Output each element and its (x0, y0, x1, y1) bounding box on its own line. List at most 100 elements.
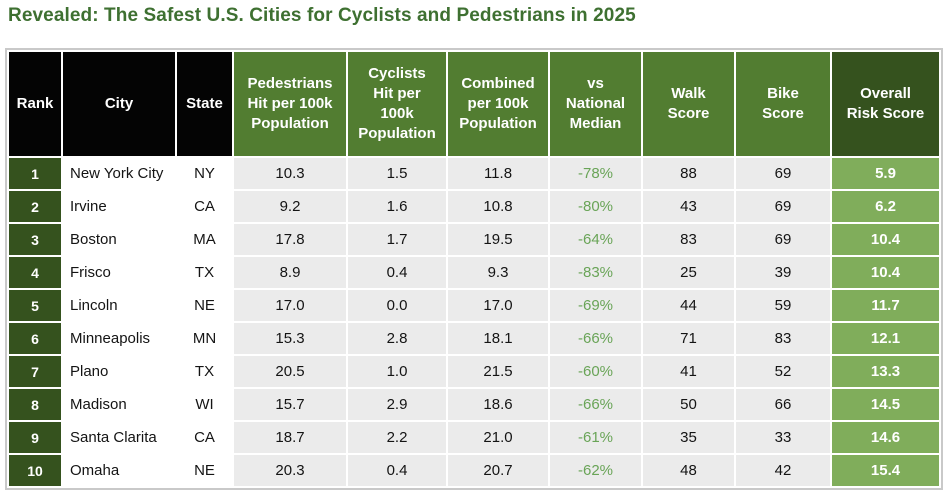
table-row: 10 Omaha NE 20.3 0.4 20.7 -62% 48 42 15.4 (9, 455, 939, 486)
cell-rank: 4 (9, 257, 61, 288)
cell-city: Plano (63, 356, 175, 387)
table-row: 6 Minneapolis MN 15.3 2.8 18.1 -66% 71 83 12.1 (9, 323, 939, 354)
cell-bike-score: 83 (736, 323, 830, 354)
cell-city: Madison (63, 389, 175, 420)
cell-walk-score: 43 (643, 191, 734, 222)
column-header-pedestrians-hit-per-100k: Pedestrians Hit per 100k Population (234, 52, 346, 156)
cell-combined-per-100k: 21.0 (448, 422, 548, 453)
table-row: 1 New York City NY 10.3 1.5 11.8 -78% 88 69 5.9 (9, 158, 939, 189)
cell-cyclists-hit-per-100k: 2.9 (348, 389, 446, 420)
cell-combined-per-100k: 17.0 (448, 290, 548, 321)
cell-combined-per-100k: 11.8 (448, 158, 548, 189)
cell-vs-national-median: -78% (550, 158, 641, 189)
cell-cyclists-hit-per-100k: 1.5 (348, 158, 446, 189)
cell-bike-score: 33 (736, 422, 830, 453)
cell-cyclists-hit-per-100k: 2.8 (348, 323, 446, 354)
cell-pedestrians-hit-per-100k: 8.9 (234, 257, 346, 288)
cell-overall-risk-score: 5.9 (832, 158, 939, 189)
cell-combined-per-100k: 19.5 (448, 224, 548, 255)
cell-overall-risk-score: 13.3 (832, 356, 939, 387)
cell-rank: 7 (9, 356, 61, 387)
cell-combined-per-100k: 18.6 (448, 389, 548, 420)
cell-overall-risk-score: 6.2 (832, 191, 939, 222)
cell-vs-national-median: -83% (550, 257, 641, 288)
cell-cyclists-hit-per-100k: 2.2 (348, 422, 446, 453)
cell-vs-national-median: -62% (550, 455, 641, 486)
cell-state: CA (177, 422, 232, 453)
cell-bike-score: 66 (736, 389, 830, 420)
cell-city: Omaha (63, 455, 175, 486)
cell-overall-risk-score: 12.1 (832, 323, 939, 354)
cell-overall-risk-score: 14.5 (832, 389, 939, 420)
cell-bike-score: 69 (736, 224, 830, 255)
cell-cyclists-hit-per-100k: 0.0 (348, 290, 446, 321)
column-header-bike-score: Bike Score (736, 52, 830, 156)
cell-combined-per-100k: 9.3 (448, 257, 548, 288)
cell-state: MA (177, 224, 232, 255)
cell-state: MN (177, 323, 232, 354)
cell-city: Santa Clarita (63, 422, 175, 453)
cell-city: Boston (63, 224, 175, 255)
cell-bike-score: 69 (736, 158, 830, 189)
cell-walk-score: 50 (643, 389, 734, 420)
cell-vs-national-median: -66% (550, 323, 641, 354)
cell-bike-score: 69 (736, 191, 830, 222)
cell-pedestrians-hit-per-100k: 15.3 (234, 323, 346, 354)
cell-state: NE (177, 290, 232, 321)
cell-rank: 8 (9, 389, 61, 420)
cell-vs-national-median: -66% (550, 389, 641, 420)
cell-bike-score: 52 (736, 356, 830, 387)
cell-walk-score: 83 (643, 224, 734, 255)
cell-cyclists-hit-per-100k: 1.6 (348, 191, 446, 222)
column-header-combined-per-100k: Combined per 100k Population (448, 52, 548, 156)
table-row: 5 Lincoln NE 17.0 0.0 17.0 -69% 44 59 11.7 (9, 290, 939, 321)
column-header-walk-score: Walk Score (643, 52, 734, 156)
cell-rank: 10 (9, 455, 61, 486)
cell-pedestrians-hit-per-100k: 17.0 (234, 290, 346, 321)
cell-overall-risk-score: 10.4 (832, 224, 939, 255)
cell-bike-score: 42 (736, 455, 830, 486)
cell-vs-national-median: -64% (550, 224, 641, 255)
cell-state: TX (177, 257, 232, 288)
cell-walk-score: 88 (643, 158, 734, 189)
table-row: 4 Frisco TX 8.9 0.4 9.3 -83% 25 39 10.4 (9, 257, 939, 288)
cell-combined-per-100k: 18.1 (448, 323, 548, 354)
cell-walk-score: 44 (643, 290, 734, 321)
cell-combined-per-100k: 20.7 (448, 455, 548, 486)
cell-state: WI (177, 389, 232, 420)
table-body: 1 New York City NY 10.3 1.5 11.8 -78% 88 69 5.9 2 I… (9, 158, 939, 486)
cell-walk-score: 48 (643, 455, 734, 486)
table-header: Rank City State Pedestrians Hit per 100k Po… (9, 52, 939, 156)
cell-combined-per-100k: 21.5 (448, 356, 548, 387)
cell-walk-score: 71 (643, 323, 734, 354)
cell-pedestrians-hit-per-100k: 10.3 (234, 158, 346, 189)
cell-pedestrians-hit-per-100k: 17.8 (234, 224, 346, 255)
cell-cyclists-hit-per-100k: 1.0 (348, 356, 446, 387)
column-header-state: State (177, 52, 232, 156)
cell-city: Lincoln (63, 290, 175, 321)
cell-vs-national-median: -61% (550, 422, 641, 453)
cell-city: Minneapolis (63, 323, 175, 354)
column-header-vs-national-median: vs National Median (550, 52, 641, 156)
cell-bike-score: 39 (736, 257, 830, 288)
column-header-rank: Rank (9, 52, 61, 156)
column-header-city: City (63, 52, 175, 156)
cell-cyclists-hit-per-100k: 0.4 (348, 257, 446, 288)
cell-state: TX (177, 356, 232, 387)
cell-rank: 2 (9, 191, 61, 222)
column-header-overall-risk-score: Overall Risk Score (832, 52, 939, 156)
cell-state: CA (177, 191, 232, 222)
cell-pedestrians-hit-per-100k: 15.7 (234, 389, 346, 420)
cell-overall-risk-score: 15.4 (832, 455, 939, 486)
cell-overall-risk-score: 11.7 (832, 290, 939, 321)
table-row: 8 Madison WI 15.7 2.9 18.6 -66% 50 66 14.5 (9, 389, 939, 420)
cell-cyclists-hit-per-100k: 0.4 (348, 455, 446, 486)
cell-state: NY (177, 158, 232, 189)
cell-rank: 9 (9, 422, 61, 453)
cell-walk-score: 35 (643, 422, 734, 453)
header-row: Rank City State Pedestrians Hit per 100k Po… (9, 52, 939, 156)
cell-rank: 1 (9, 158, 61, 189)
safest-cities-table: Rank City State Pedestrians Hit per 100k Po… (5, 48, 943, 490)
table-row: 7 Plano TX 20.5 1.0 21.5 -60% 41 52 13.3 (9, 356, 939, 387)
